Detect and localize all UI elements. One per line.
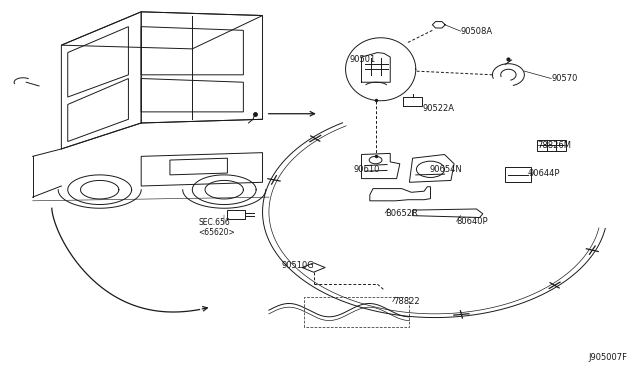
Text: B0652R: B0652R (385, 209, 418, 218)
Text: 90508A: 90508A (461, 26, 493, 36)
Text: 90644P: 90644P (528, 169, 560, 177)
Text: 90501: 90501 (349, 55, 376, 64)
Text: 90570: 90570 (551, 74, 577, 83)
Text: SEC.656
<65620>: SEC.656 <65620> (198, 218, 236, 237)
Text: 80640P: 80640P (457, 217, 488, 226)
Text: 90610: 90610 (354, 165, 380, 174)
Text: 78826M: 78826M (537, 141, 571, 150)
Text: 90654N: 90654N (430, 165, 463, 174)
Text: J905007F: J905007F (588, 353, 627, 362)
Text: 90522A: 90522A (422, 104, 454, 113)
Text: 78822: 78822 (393, 297, 419, 306)
Text: 90510G: 90510G (282, 261, 314, 270)
